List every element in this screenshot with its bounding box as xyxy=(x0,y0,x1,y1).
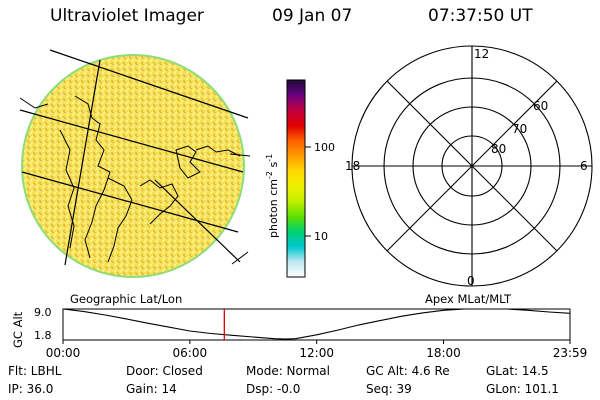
gc-alt-plot: GC Alt 9.0 1.8 00:00 06:00 12:00 18:00 23:59 xyxy=(11,306,587,360)
x-tick-label: 00:00 xyxy=(46,346,81,360)
gain-info: Gain: 14 xyxy=(126,382,177,396)
door-info: Door: Closed xyxy=(126,364,203,378)
mlt-label-12: 12 xyxy=(474,47,489,61)
lat-label-80: 80 xyxy=(491,142,506,156)
dsp-info: Dsp: -0.0 xyxy=(246,382,301,396)
apex-panel-title: Apex MLat/MLT xyxy=(425,292,512,306)
geographic-panel-title: Geographic Lat/Lon xyxy=(70,292,182,306)
image-date: 09 Jan 07 xyxy=(272,6,353,26)
x-tick-label: 18:00 xyxy=(426,346,461,360)
polar-labels: 12 6 0 18 80 70 60 xyxy=(345,47,588,288)
lat-label-60: 60 xyxy=(533,99,548,113)
uv-globe-image xyxy=(19,49,251,278)
colorbar-unit-label: photon cm-2 s-1 xyxy=(265,154,280,238)
image-title: Ultraviolet Imager xyxy=(50,6,204,26)
x-tick-label: 12:00 xyxy=(299,346,334,360)
gc-alt-info: GC Alt: 4.6 Re xyxy=(366,364,450,378)
filter-info: Flt: LBHL xyxy=(8,364,62,378)
coastlines xyxy=(59,95,241,263)
coastlines-outside xyxy=(19,97,251,265)
graticule-lines xyxy=(19,49,249,266)
x-tick-label: 06:00 xyxy=(173,346,208,360)
polar-mlt-dial xyxy=(351,45,593,287)
gc-alt-curve xyxy=(63,309,570,340)
ip-info: IP: 36.0 xyxy=(8,382,54,396)
gc-alt-ylabel: GC Alt xyxy=(11,311,25,348)
seq-info: Seq: 39 xyxy=(366,382,412,396)
colorbar-tick-label-100: 100 xyxy=(314,141,335,154)
glon-info: GLon: 101.1 xyxy=(486,382,559,396)
lat-label-70: 70 xyxy=(512,122,527,136)
colorbar-tick-label-10: 10 xyxy=(314,230,328,243)
colorbar: 100 10 photon cm-2 s-1 xyxy=(265,79,335,278)
mode-info: Mode: Normal xyxy=(246,364,330,378)
mlt-label-0: 0 xyxy=(467,274,475,288)
glat-info: GLat: 14.5 xyxy=(486,364,549,378)
gc-alt-xticks: 00:00 06:00 12:00 18:00 23:59 xyxy=(46,340,588,360)
image-time: 07:37:50 UT xyxy=(428,6,533,26)
globe-edge xyxy=(21,54,245,278)
x-tick-label: 23:59 xyxy=(553,346,588,360)
gc-alt-ytick-1-8: 1.8 xyxy=(34,329,52,342)
mlt-label-6: 6 xyxy=(580,159,588,173)
gc-alt-ytick-9: 9.0 xyxy=(34,306,52,319)
mlt-label-18: 18 xyxy=(345,159,360,173)
polar-diagonal-2 xyxy=(386,80,558,252)
colorbar-gradient xyxy=(286,79,306,278)
globe-disk xyxy=(22,55,244,277)
